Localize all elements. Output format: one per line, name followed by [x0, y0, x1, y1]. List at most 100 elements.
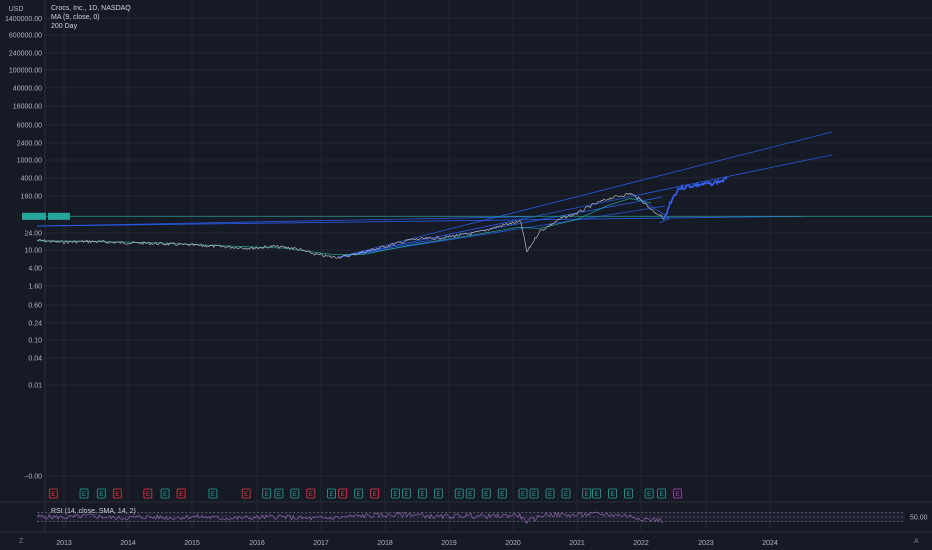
earnings-marker [465, 488, 475, 499]
earnings-marker-label: E [244, 492, 248, 498]
earnings-marker-label: E [647, 492, 651, 498]
time-tick-label: 2017 [313, 540, 329, 547]
earnings-marker-label: E [585, 492, 589, 498]
price-tick-label: 1.60 [28, 283, 42, 290]
trendline [37, 216, 529, 227]
moving-average [37, 198, 652, 255]
time-tick-label: 2021 [569, 540, 585, 547]
earnings-marker-label: E [595, 492, 599, 498]
price-tick-label: 16000.00 [13, 103, 42, 110]
earnings-marker-label: E [468, 492, 472, 498]
earnings-marker-label: E [99, 492, 103, 498]
zoom-icon[interactable]: Z [19, 538, 24, 545]
earnings-marker-label: E [146, 492, 150, 498]
price-tick-label: 0.24 [28, 320, 42, 327]
earnings-marker [582, 488, 592, 499]
earnings-marker [274, 488, 284, 499]
earnings-marker-label: E [676, 492, 680, 498]
price-tick-label: 100000.00 [9, 68, 42, 75]
earnings-marker-label: E [521, 492, 525, 498]
earnings-marker [402, 488, 411, 499]
level-flag-box [48, 212, 70, 220]
earnings-marker-label: E [265, 492, 269, 498]
earnings-marker [561, 488, 571, 499]
price-tick-label: 1000.00 [17, 158, 42, 165]
legend-title[interactable]: Crocs, Inc., 1D, NASDAQ [51, 5, 131, 12]
earnings-marker-label: E [357, 492, 361, 498]
earnings-marker-label: E [660, 492, 664, 498]
price-tick-label: 6000.00 [17, 122, 42, 129]
earnings-marker [481, 488, 491, 499]
earnings-marker [454, 488, 464, 499]
price-tick-label: 0.10 [28, 338, 42, 345]
earnings-marker-label: E [330, 492, 334, 498]
price-line [37, 192, 665, 259]
earnings-marker-label: E [82, 492, 86, 498]
price-tick-label: 10.00 [24, 248, 42, 255]
time-tick-label: 2024 [762, 540, 778, 547]
earnings-marker-label: E [611, 492, 615, 498]
earnings-marker-label: E [115, 492, 119, 498]
trendline [339, 196, 663, 258]
price-tick-label: 1400000.00 [5, 16, 42, 23]
earnings-marker [657, 488, 666, 499]
earnings-marker-label: E [627, 492, 631, 498]
earnings-marker [370, 488, 380, 499]
earnings-marker [262, 488, 272, 499]
earnings-marker [545, 488, 555, 499]
earnings-marker-label: E [436, 492, 440, 498]
earnings-marker [327, 488, 336, 499]
time-tick-label: 2023 [698, 540, 714, 547]
earnings-marker-label: E [293, 492, 297, 498]
earnings-marker [160, 488, 170, 499]
horizontal-level[interactable] [22, 212, 932, 220]
trendline [630, 193, 670, 219]
rsi-level-label: 50.00 [910, 515, 928, 522]
time-axis[interactable]: 2013 2014 2015 2016 2017 2018 2019 2020 2021 2022… [56, 540, 778, 547]
earnings-marker [338, 488, 348, 499]
price-axis[interactable]: 5400000.001400000.00600000.00240000.0010… [5, 0, 42, 481]
price-tick-label: 0.04 [28, 355, 42, 362]
time-tick-label: 2020 [505, 540, 521, 547]
earnings-marker-label: E [457, 492, 461, 498]
price-tick-label: 40000.00 [13, 85, 42, 92]
rsi-pane: 50.00 [0, 501, 932, 533]
price-tick-label: 240000.00 [9, 50, 42, 57]
price-tick-label: 0.01 [28, 383, 42, 390]
currency-label: USD [9, 6, 24, 13]
trendline [339, 154, 833, 258]
highlight-line [663, 176, 728, 219]
earnings-marker-label: E [532, 492, 536, 498]
earnings-marker [518, 488, 528, 499]
earnings-marker-label: E [548, 492, 552, 498]
earnings-marker [644, 488, 654, 499]
rsi-legend[interactable]: RSI (14, close, SMA, 14, 2) [51, 508, 136, 515]
earnings-marker [48, 488, 58, 499]
earnings-marker-label: E [404, 492, 408, 498]
price-tick-label: 600000.00 [9, 32, 42, 39]
earnings-marker-label: E [51, 492, 55, 498]
legend-ma200[interactable]: 200 Day [51, 23, 78, 30]
earnings-marker [79, 488, 89, 499]
earnings-marker-label: E [163, 492, 167, 498]
earnings-marker [390, 488, 400, 499]
ma-line [37, 198, 652, 255]
trendlines[interactable] [37, 131, 833, 258]
earnings-marker [418, 488, 427, 499]
earnings-marker-label: E [393, 492, 397, 498]
rsi-line [36, 511, 664, 524]
earnings-marker [592, 488, 601, 499]
auto-scale-icon[interactable]: A [914, 538, 919, 545]
price-tick-label: 4.00 [28, 265, 42, 272]
trendline [339, 131, 833, 258]
earnings-marker-label: E [309, 492, 313, 498]
time-tick-label: 2016 [249, 540, 265, 547]
earnings-marker [112, 488, 122, 499]
grid [44, 0, 932, 532]
legend-ma[interactable]: MA (9, close, 0) [51, 14, 100, 21]
earnings-marker-label: E [373, 492, 377, 498]
price-tick-label: 24.00 [24, 230, 42, 237]
earnings-marker [208, 488, 218, 499]
